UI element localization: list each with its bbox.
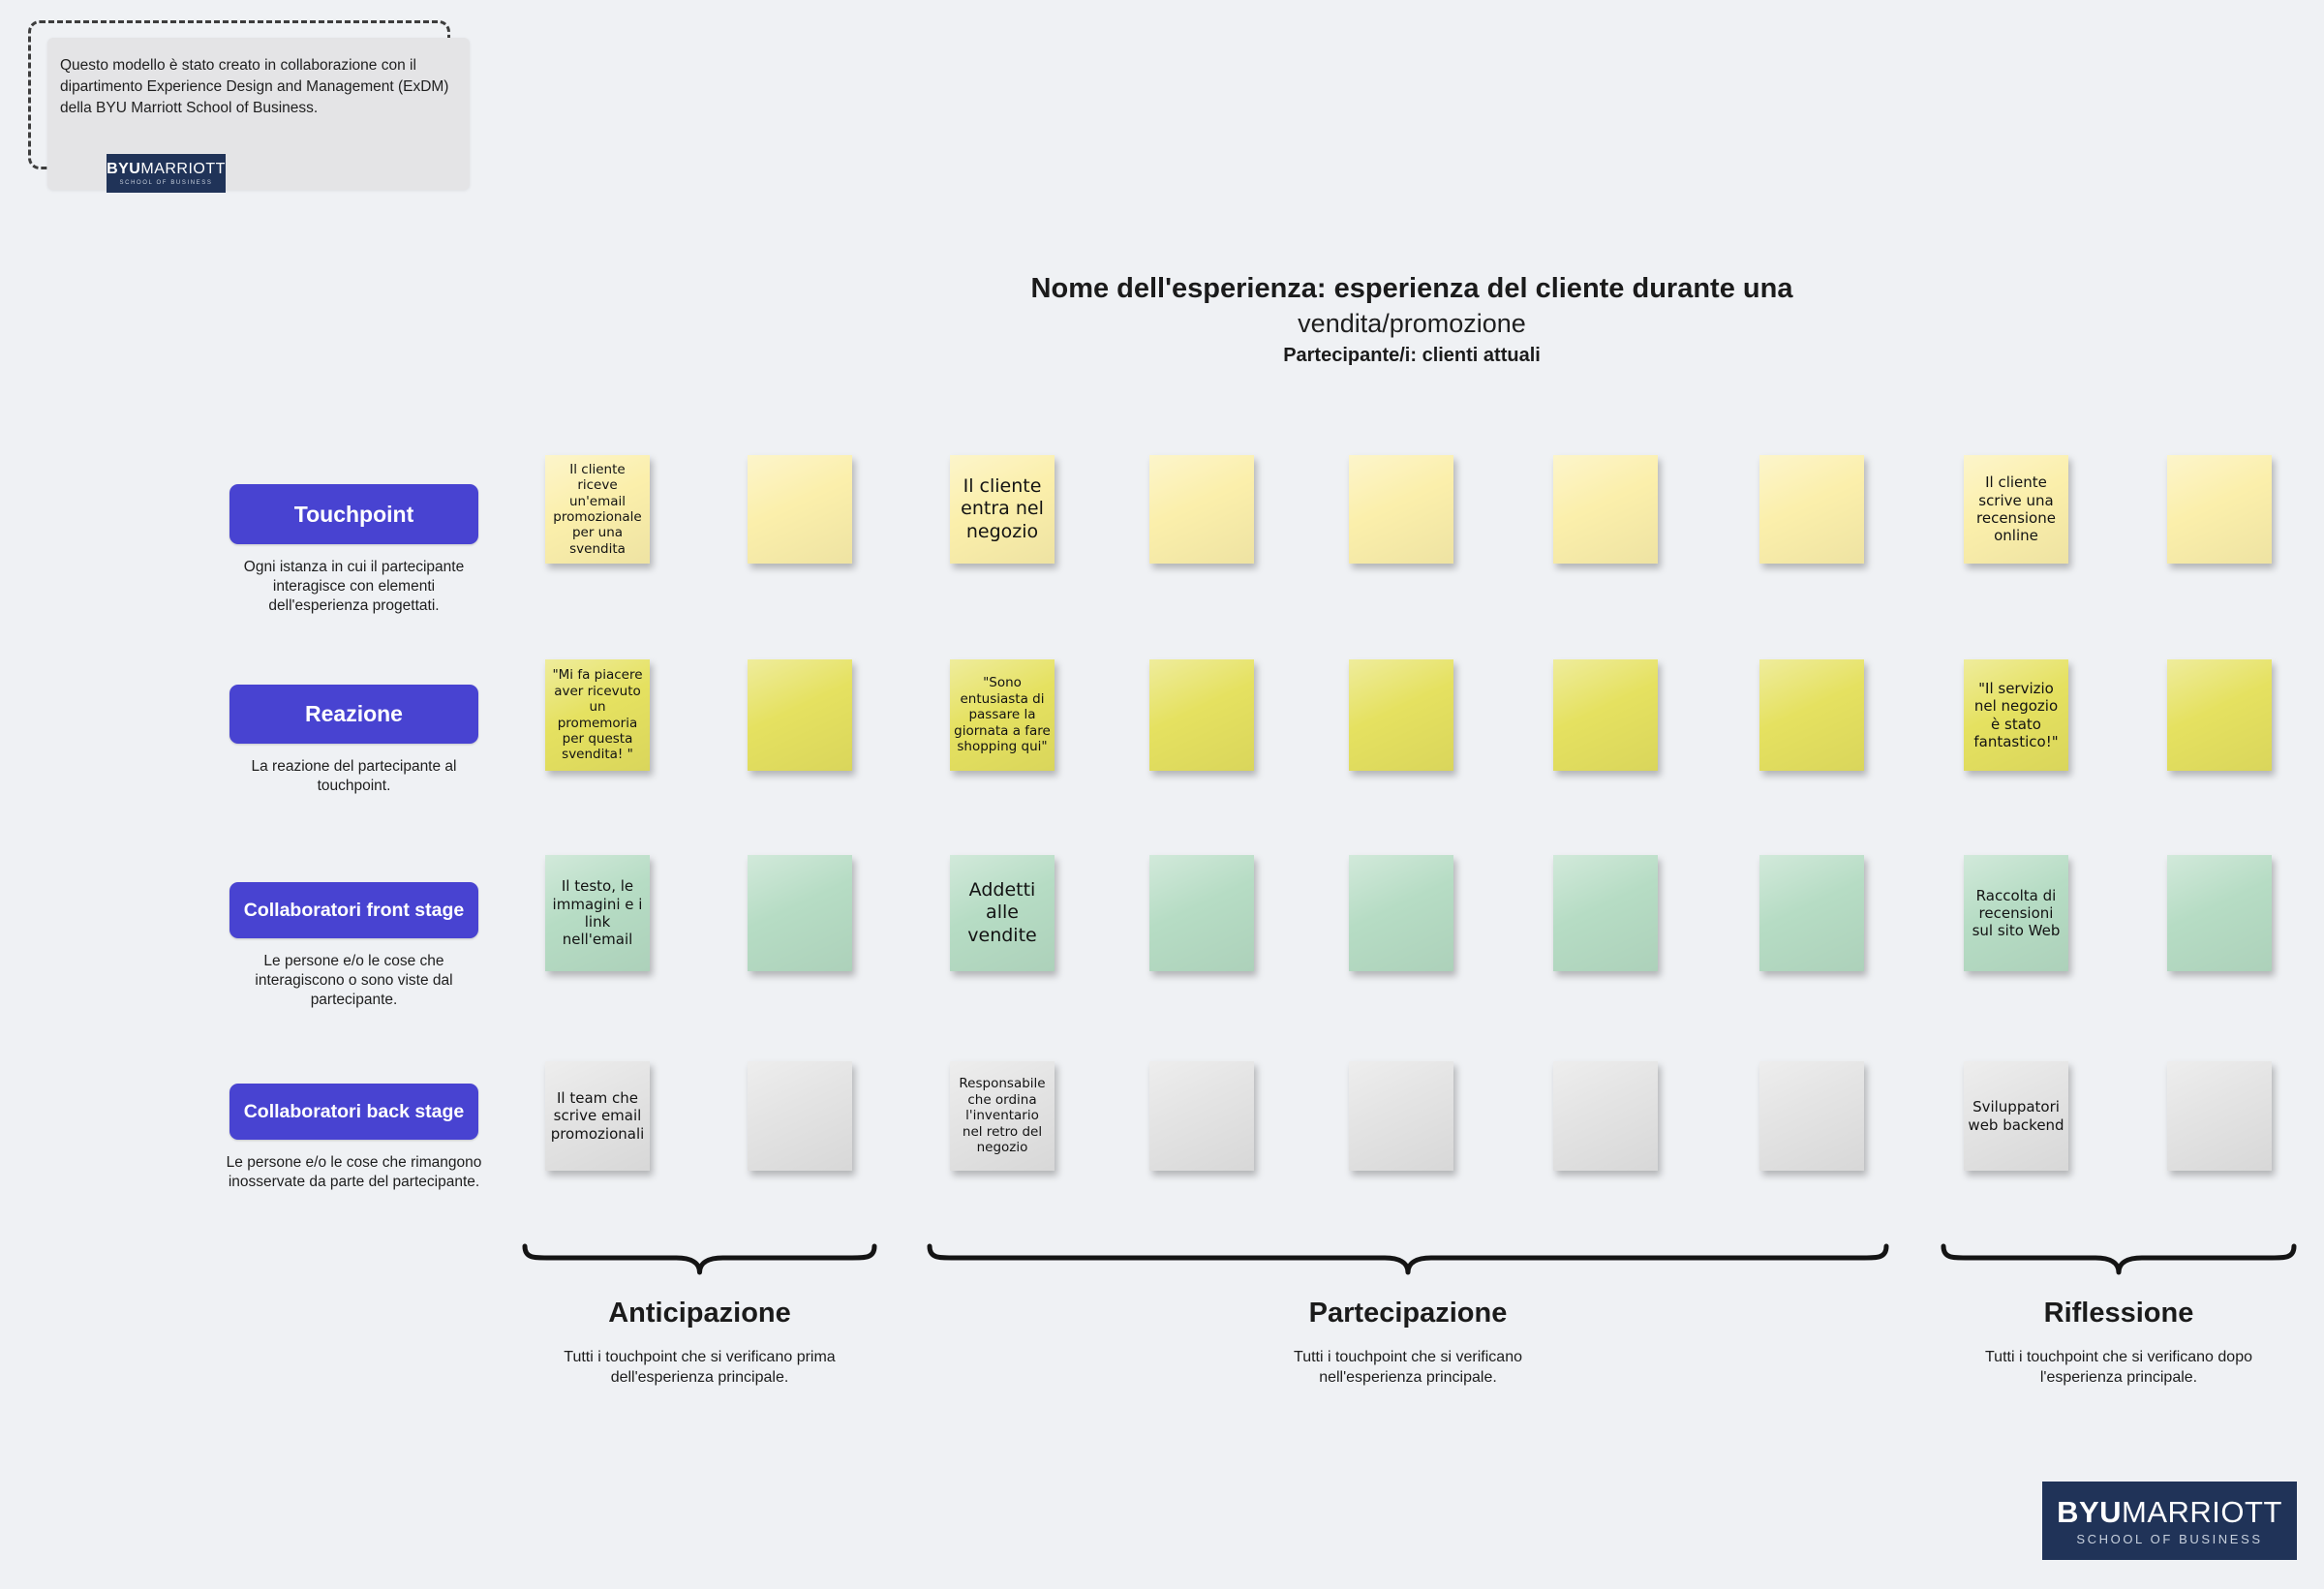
row-label-collaboratori-back-stage[interactable]: Collaboratori back stage [229,1084,478,1140]
phase-title-riflessione: Riflessione [2043,1298,2194,1329]
note-touchpoint-col1[interactable]: Il cliente riceve un'email promozionale … [545,455,650,564]
phase-description-riflessione: Tutti i touchpoint che si verificano dop… [1984,1349,2252,1386]
row-label-touchpoint[interactable]: Touchpoint [229,484,478,544]
note-collaboratori-back-stage-col6[interactable] [1553,1061,1658,1171]
note-touchpoint-col6[interactable] [1553,455,1658,564]
note-touchpoint-col9[interactable] [2167,455,2272,564]
phase-brace-anticipazione [522,1243,877,1275]
school-of-business-text: SCHOOL OF BUSINESS [119,179,213,186]
byu-marriott-wordmark: BYUMARRIOTT [2057,1497,2282,1527]
row-description-collaboratori-back-stage: Le persone e/o le cose che rimangono ino… [226,1154,482,1190]
note-reazione-col6[interactable] [1553,659,1658,771]
row-description-touchpoint: Ogni istanza in cui il partecipante inte… [243,559,465,614]
note-collaboratori-back-stage-col8[interactable]: Sviluppatori web backend [1964,1061,2068,1171]
note-collaboratori-front-stage-col3[interactable]: Addetti alle vendite [950,855,1055,971]
marriott-text: MARRIOTT [2122,1494,2282,1529]
note-collaboratori-back-stage-col9[interactable] [2167,1061,2272,1171]
note-collaboratori-front-stage-col6[interactable] [1553,855,1658,971]
collaboration-info-text: Questo modello è stato creato in collabo… [60,57,449,116]
note-collaboratori-back-stage-col2[interactable] [748,1061,852,1171]
note-collaboratori-front-stage-col1[interactable]: Il testo, le immagini e i link nell'emai… [545,855,650,971]
note-collaboratori-back-stage-col4[interactable] [1149,1061,1254,1171]
marriott-text: MARRIOTT [140,160,226,177]
byu-marriott-logo-small: BYUMARRIOTT SCHOOL OF BUSINESS [107,154,226,193]
byu-marriott-wordmark: BYUMARRIOTT [107,160,226,177]
note-touchpoint-col3[interactable]: Il cliente entra nel negozio [950,455,1055,564]
byu-text: BYU [2057,1494,2123,1529]
note-reazione-col3[interactable]: "Sono entusiasta di passare la giornata … [950,659,1055,771]
note-collaboratori-back-stage-col1[interactable]: Il team che scrive email promozionali [545,1061,650,1171]
note-touchpoint-col4[interactable] [1149,455,1254,564]
phase-description-partecipazione: Tutti i touchpoint che si verificano nel… [1294,1349,1522,1386]
row-description-collaboratori-front-stage: Le persone e/o le cose che interagiscono… [255,953,453,1008]
note-collaboratori-front-stage-col5[interactable] [1349,855,1453,971]
phase-brace-riflessione [1941,1243,2297,1275]
note-reazione-col8[interactable]: "Il servizio nel negozio è stato fantast… [1964,659,2068,771]
note-collaboratori-back-stage-col7[interactable] [1759,1061,1864,1171]
experience-title-line2: vendita/promozione [1298,309,1526,338]
note-reazione-col2[interactable] [748,659,852,771]
note-touchpoint-col8[interactable]: Il cliente scrive una recensione online [1964,455,2068,564]
note-reazione-col5[interactable] [1349,659,1453,771]
row-label-collaboratori-front-stage[interactable]: Collaboratori front stage [229,882,478,938]
byu-text: BYU [107,160,141,177]
note-touchpoint-col2[interactable] [748,455,852,564]
phase-title-anticipazione: Anticipazione [608,1298,791,1329]
note-reazione-col4[interactable] [1149,659,1254,771]
collaboration-info-card: Questo modello è stato creato in collabo… [47,38,470,193]
note-collaboratori-front-stage-col9[interactable] [2167,855,2272,971]
school-of-business-text: SCHOOL OF BUSINESS [2076,1531,2263,1546]
note-touchpoint-col5[interactable] [1349,455,1453,564]
note-collaboratori-back-stage-col5[interactable] [1349,1061,1453,1171]
phase-description-anticipazione: Tutti i touchpoint che si verificano pri… [564,1349,836,1386]
row-description-reazione: La reazione del partecipante al touchpoi… [251,758,457,794]
experience-title-line1: Nome dell'esperienza: esperienza del cli… [1030,273,1793,304]
note-reazione-col7[interactable] [1759,659,1864,771]
note-collaboratori-front-stage-col2[interactable] [748,855,852,971]
note-collaboratori-front-stage-col4[interactable] [1149,855,1254,971]
phase-brace-partecipazione [927,1243,1889,1275]
row-label-reazione[interactable]: Reazione [229,685,478,744]
phase-title-partecipazione: Partecipazione [1308,1298,1508,1329]
byu-marriott-logo-footer: BYUMARRIOTT SCHOOL OF BUSINESS [2042,1482,2297,1560]
note-reazione-col9[interactable] [2167,659,2272,771]
note-collaboratori-back-stage-col3[interactable]: Responsabile che ordina l'inventario nel… [950,1061,1055,1171]
note-touchpoint-col7[interactable] [1759,455,1864,564]
participants-line: Partecipante/i: clienti attuali [1283,345,1541,366]
note-collaboratori-front-stage-col7[interactable] [1759,855,1864,971]
note-reazione-col1[interactable]: "Mi fa piacere aver ricevuto un promemor… [545,659,650,771]
note-collaboratori-front-stage-col8[interactable]: Raccolta di recensioni sul sito Web [1964,855,2068,971]
